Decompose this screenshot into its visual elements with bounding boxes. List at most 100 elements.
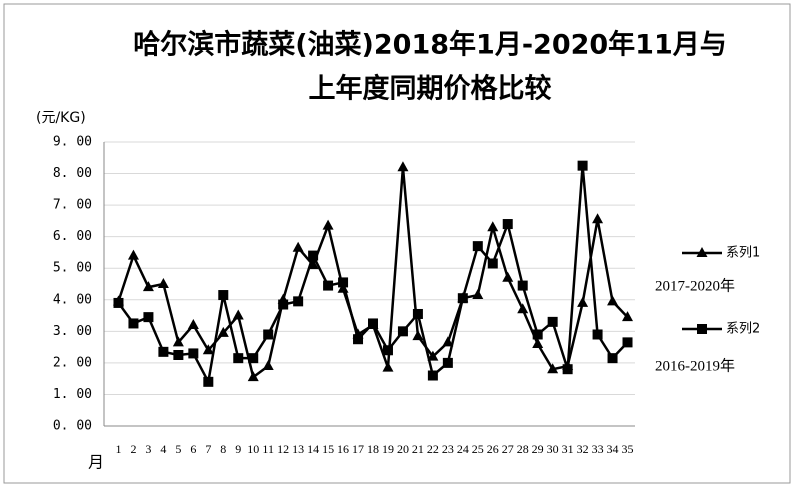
y-tick-label: 0. 00: [53, 419, 92, 434]
point: [233, 353, 244, 364]
x-tick-label: 18: [367, 442, 379, 456]
point: [577, 296, 589, 307]
x-tick-label: 1: [115, 442, 121, 456]
point: [217, 326, 229, 337]
x-tick-label: 7: [205, 442, 211, 456]
chart-title: 哈尔滨市蔬菜(油菜)2018年1月-2020年11月与: [133, 29, 727, 61]
x-tick-label: 33: [592, 442, 604, 456]
point: [532, 329, 543, 340]
x-tick-label: 25: [472, 442, 484, 456]
point: [502, 219, 513, 230]
point: [442, 336, 454, 347]
annotation: 2017-2020年: [655, 277, 735, 294]
point: [607, 295, 619, 306]
y-tick-label: 7. 00: [53, 198, 92, 213]
y-tick-label: 3. 00: [53, 324, 92, 339]
point: [607, 353, 618, 364]
point: [577, 160, 588, 171]
point: [353, 334, 364, 345]
point: [172, 336, 184, 347]
point: [472, 289, 484, 300]
point: [427, 350, 439, 361]
point: [442, 357, 453, 368]
point: [382, 361, 394, 372]
x-tick-label: 17: [352, 442, 364, 456]
y-tick-label: 6. 00: [53, 229, 92, 244]
point: [427, 370, 438, 381]
point: [547, 316, 558, 327]
y-tick-label: 8. 00: [53, 166, 92, 181]
x-tick-label: 22: [427, 442, 439, 456]
point: [262, 360, 274, 371]
x-tick-label: 4: [160, 442, 166, 456]
x-tick-label: 15: [322, 442, 334, 456]
x-tick-label: 14: [307, 442, 319, 456]
x-tick-label: 31: [562, 442, 574, 456]
x-tick-label: 26: [487, 442, 499, 456]
point: [517, 303, 529, 314]
legend-marker: [696, 247, 708, 257]
point: [622, 337, 633, 348]
point: [248, 353, 259, 364]
x-tick-label: 5: [175, 442, 181, 456]
x-tick-label: 21: [412, 442, 424, 456]
x-tick-label: 20: [397, 442, 409, 456]
point: [203, 376, 214, 387]
point: [502, 271, 514, 282]
x-tick-label: 12: [277, 442, 289, 456]
point: [457, 293, 468, 304]
y-tick-label: 1. 00: [53, 387, 92, 402]
point: [487, 221, 499, 232]
y-tick-label: 2. 00: [53, 355, 92, 370]
x-tick-label: 9: [235, 442, 241, 456]
point: [128, 318, 139, 329]
point: [472, 241, 483, 252]
x-tick-label: 19: [382, 442, 394, 456]
x-tick-label: 8: [220, 442, 226, 456]
point: [592, 329, 603, 340]
point: [202, 344, 214, 355]
point: [547, 363, 559, 374]
point: [338, 277, 349, 288]
chart-title: 上年度同期价格比较: [309, 73, 552, 105]
y-tick-label: 4. 00: [53, 292, 92, 307]
point: [142, 281, 154, 292]
x-tick-label: 3: [145, 442, 151, 456]
point: [278, 299, 289, 310]
point: [293, 296, 304, 307]
point: [173, 350, 184, 360]
point: [397, 326, 408, 337]
point: [532, 337, 544, 348]
y-tick-label: 5. 00: [53, 261, 92, 276]
x-tick-label: 10: [247, 442, 259, 456]
point: [562, 364, 573, 375]
point: [487, 258, 498, 269]
point: [113, 297, 124, 308]
x-axis-label: 月: [88, 453, 104, 472]
x-tick-label: 23: [442, 442, 454, 456]
point: [382, 345, 393, 356]
x-tick-label: 6: [190, 442, 196, 456]
point: [323, 280, 334, 291]
point: [517, 280, 528, 291]
x-tick-label: 11: [262, 442, 274, 456]
point: [187, 319, 199, 330]
point: [188, 348, 199, 359]
x-tick-label: 28: [517, 442, 529, 456]
point: [412, 308, 423, 319]
point: [592, 213, 604, 224]
point: [218, 290, 229, 301]
point: [143, 312, 154, 323]
x-tick-label: 35: [622, 442, 634, 456]
point: [158, 346, 169, 357]
y-axis-label: (元/KG): [36, 110, 86, 126]
x-tick-label: 34: [607, 442, 619, 456]
point: [292, 241, 304, 252]
point: [368, 318, 378, 329]
point: [622, 311, 634, 322]
point: [412, 330, 424, 341]
point: [127, 249, 139, 260]
point: [308, 250, 319, 261]
point: [157, 278, 169, 288]
